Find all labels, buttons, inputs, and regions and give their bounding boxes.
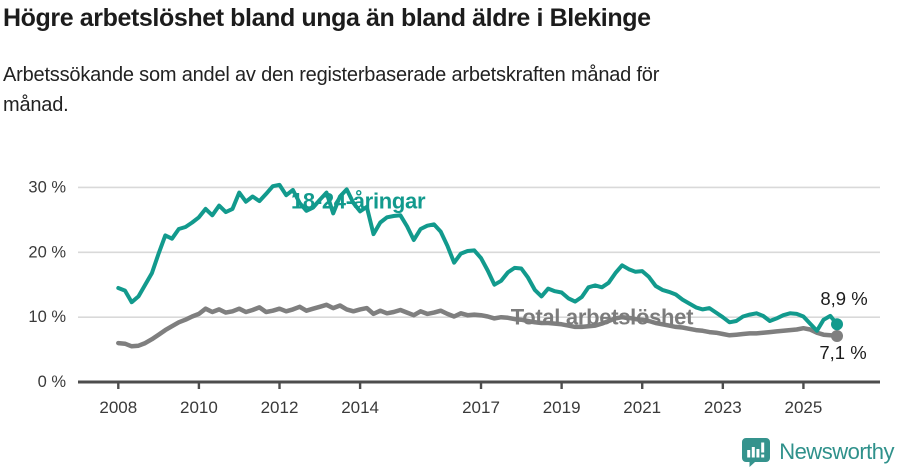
logo-bar-2 <box>751 447 755 458</box>
x-tick-label-2025: 2025 <box>785 398 823 417</box>
x-tick-label-2023: 2023 <box>704 398 742 417</box>
y-tick-label-30: 30 % <box>28 178 66 196</box>
series-line-Total arbetslöshet <box>116 302 840 349</box>
x-tick-label-2012: 2012 <box>261 398 299 417</box>
x-tick-label-2021: 2021 <box>623 398 661 417</box>
x-tick-label-2014: 2014 <box>341 398 379 417</box>
newsworthy-wordmark: Newsworthy <box>779 439 894 464</box>
subtitle-line-2: månad. <box>3 94 69 116</box>
series-end-dot-Total arbetslöshet <box>831 329 844 342</box>
y-tick-label-20: 20 % <box>28 243 66 261</box>
series-label-Total arbetslöshet: Total arbetslöshet <box>511 305 694 330</box>
y-tick-label-0: 0 % <box>38 373 67 391</box>
y-tick-label-10: 10 % <box>28 308 66 326</box>
end-value-label-8,9 %: 8,9 % <box>820 288 867 309</box>
logo-bar-1 <box>747 450 751 458</box>
newsworthy-icon <box>742 438 771 467</box>
chart-subtitle: Arbetssökande som andel av den registerb… <box>3 60 833 120</box>
series-end-dot-18-24-åringar <box>831 318 844 331</box>
x-tick-label-2008: 2008 <box>99 398 137 417</box>
page-title: Högre arbetslöshet bland unga än bland ä… <box>3 4 651 32</box>
newsworthy-logo: Newsworthy <box>741 433 894 471</box>
x-tick-label-2017: 2017 <box>462 398 500 417</box>
x-tick-label-2019: 2019 <box>543 398 581 417</box>
logo-bubble-shape <box>742 438 771 467</box>
logo-exclamation-bar <box>761 442 765 453</box>
logo-exclamation-dot <box>761 454 765 458</box>
series-label-18-24-åringar: 18-24-åringar <box>291 189 426 214</box>
end-value-label-7,1 %: 7,1 % <box>819 342 866 363</box>
subtitle-line-1: Arbetssökande som andel av den registerb… <box>3 64 660 86</box>
x-tick-label-2010: 2010 <box>180 398 218 417</box>
series-line-18-24-åringar <box>116 182 839 333</box>
logo-bar-3 <box>756 449 760 458</box>
